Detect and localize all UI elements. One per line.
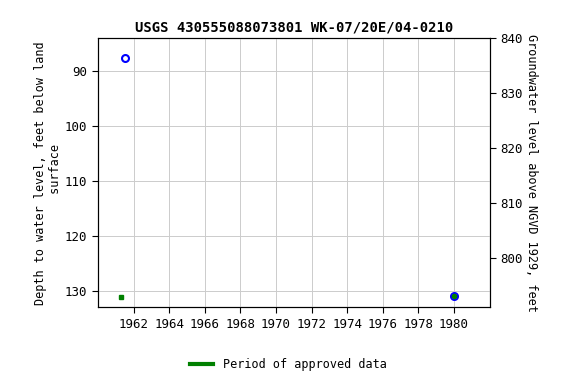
Y-axis label: Groundwater level above NGVD 1929, feet: Groundwater level above NGVD 1929, feet: [525, 34, 539, 312]
Title: USGS 430555088073801 WK-07/20E/04-0210: USGS 430555088073801 WK-07/20E/04-0210: [135, 20, 453, 35]
Legend: Period of approved data: Period of approved data: [185, 354, 391, 376]
Y-axis label: Depth to water level, feet below land
 surface: Depth to water level, feet below land su…: [34, 41, 62, 305]
